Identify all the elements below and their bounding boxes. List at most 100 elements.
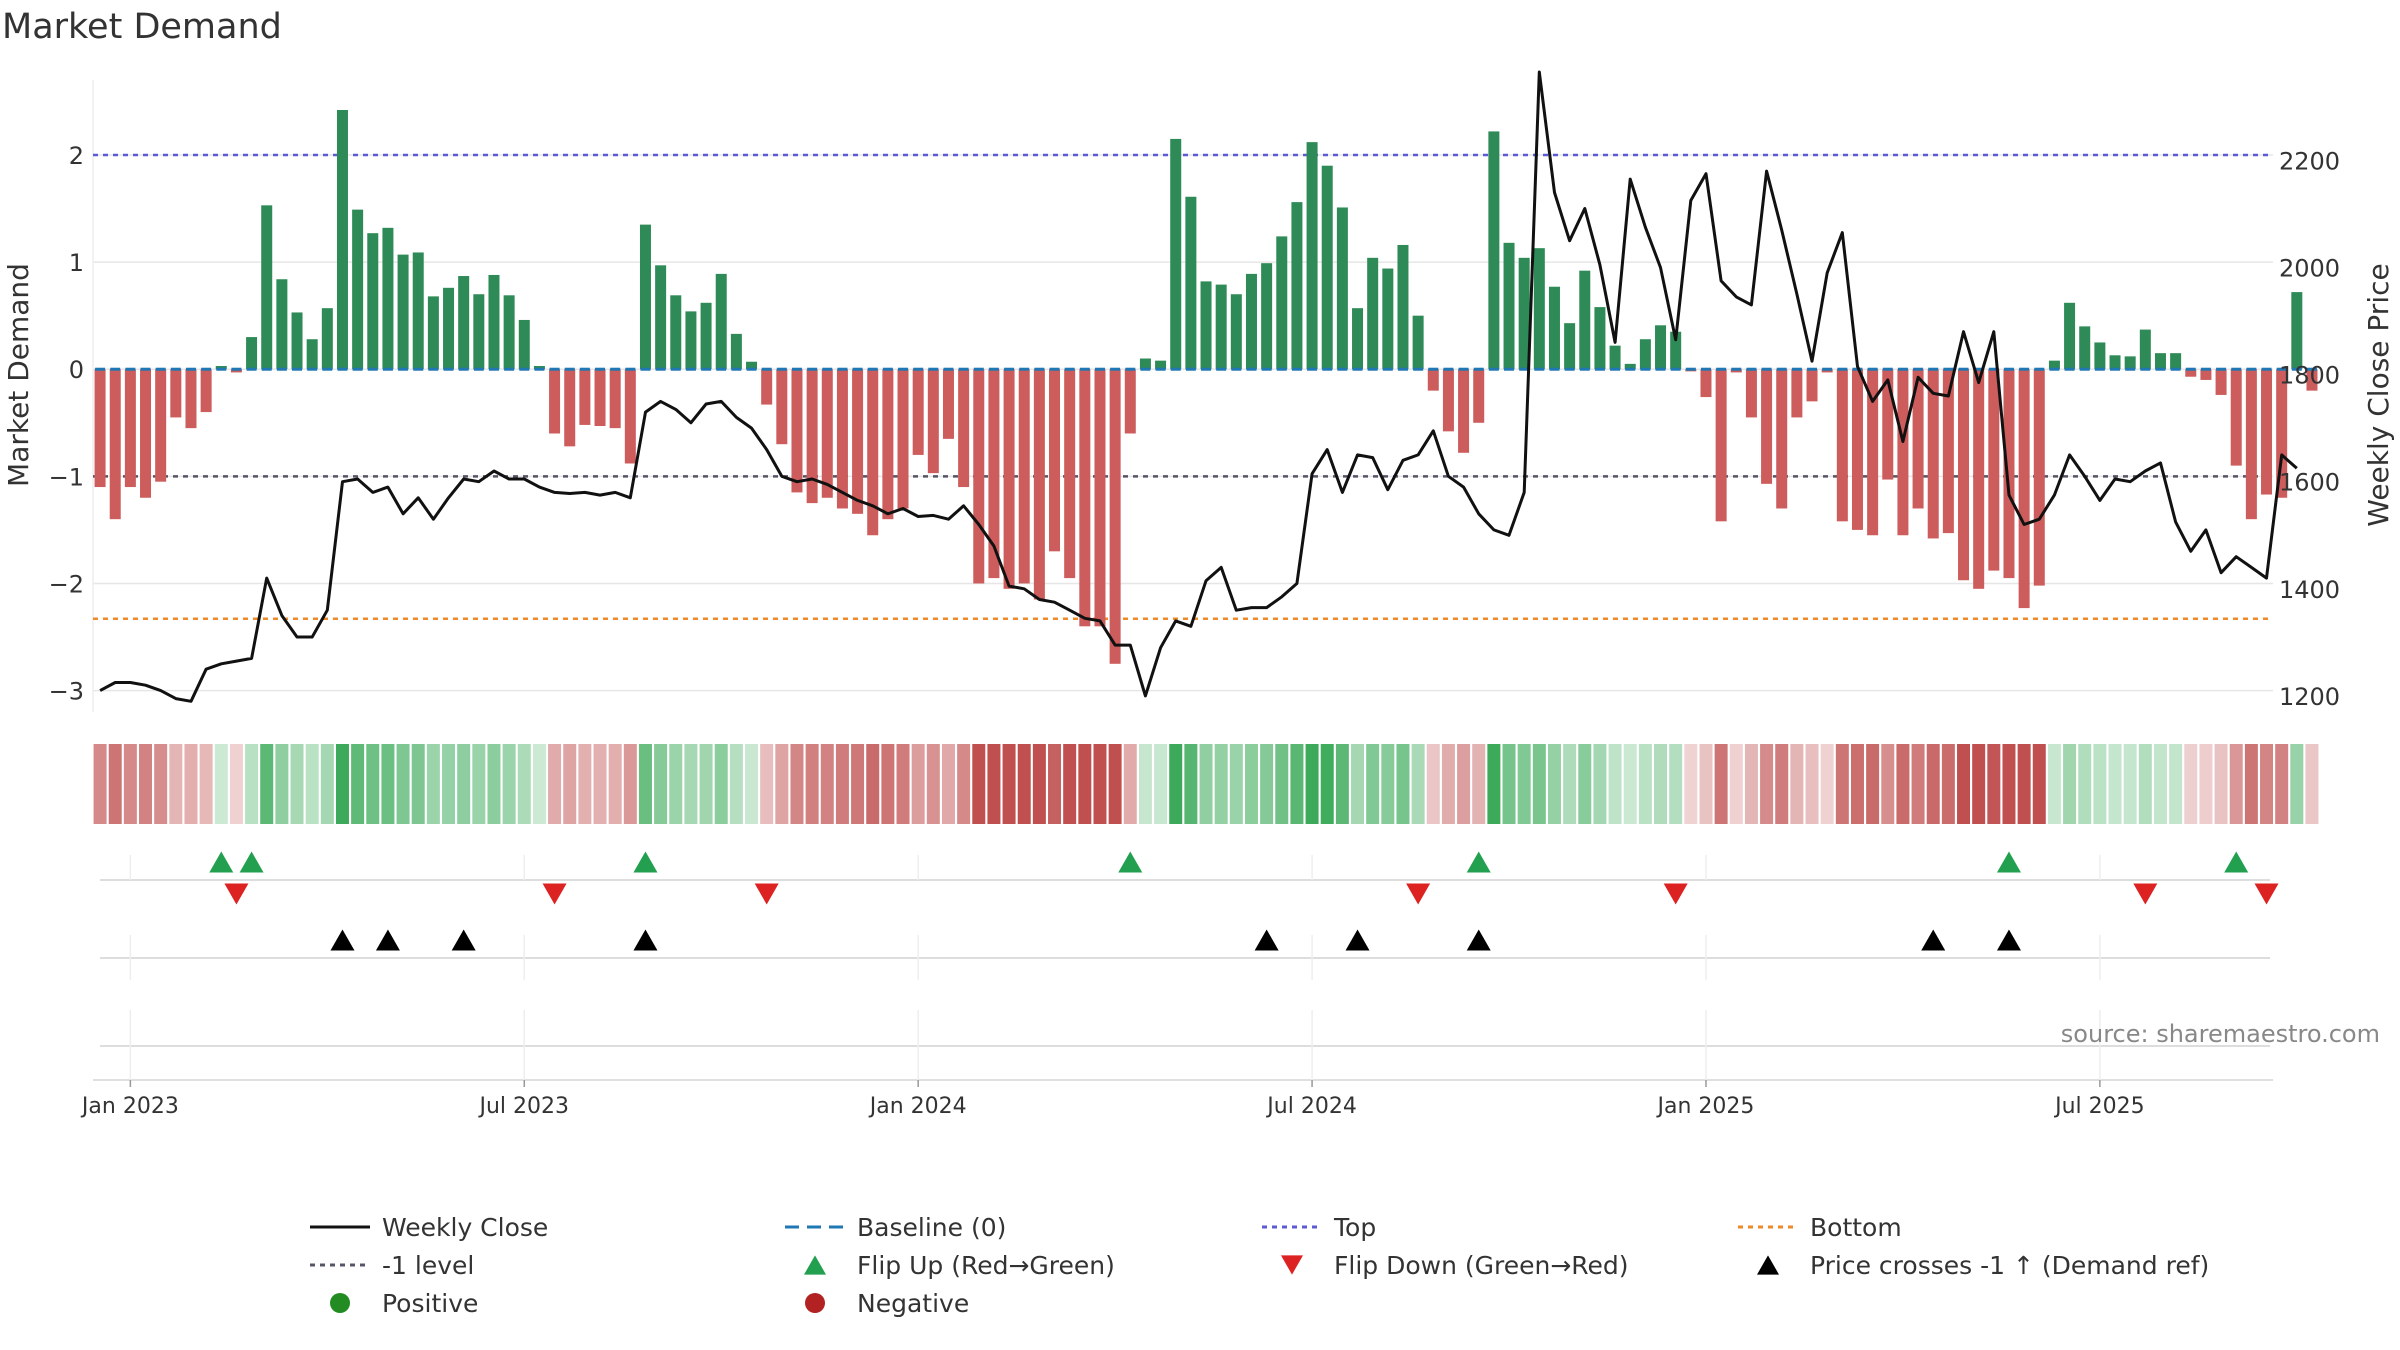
- heat-cell: [1381, 744, 1395, 824]
- heat-cell: [1229, 744, 1243, 824]
- reference-lines: [93, 153, 2273, 621]
- heat-cell: [1093, 744, 1107, 824]
- demand-bar: [1458, 369, 1470, 453]
- heat-cell: [2275, 744, 2289, 824]
- demand-bar: [230, 369, 242, 373]
- legend-swatch: [1281, 1255, 1303, 1275]
- flip-down-marker: [1663, 883, 1688, 905]
- heat-cell: [2017, 744, 2031, 824]
- demand-bar: [2018, 369, 2030, 609]
- legend-item: Flip Down (Green→Red): [1281, 1251, 1629, 1280]
- heat-cell: [1002, 744, 1016, 824]
- demand-bar: [912, 369, 924, 455]
- demand-bar: [1079, 369, 1091, 627]
- demand-bar: [1655, 325, 1667, 370]
- flip-markers: [209, 851, 2279, 905]
- heat-cell: [351, 744, 365, 824]
- heat-cell: [1850, 744, 1864, 824]
- demand-bar: [2200, 369, 2212, 380]
- heat-cell: [305, 744, 319, 824]
- demand-bar: [2261, 369, 2273, 495]
- heat-cell: [745, 744, 759, 824]
- legend-label: Negative: [857, 1289, 969, 1318]
- demand-bar: [488, 274, 500, 370]
- demand-bar: [246, 337, 258, 370]
- weekly-close-line: [99, 70, 2298, 703]
- heat-cell: [229, 744, 243, 824]
- demand-bar: [882, 369, 894, 520]
- demand-bar: [1958, 369, 1970, 581]
- demand-bar: [594, 369, 606, 426]
- demand-bar: [2094, 342, 2106, 370]
- demand-bar: [1352, 308, 1364, 370]
- demand-bar: [1488, 131, 1500, 370]
- demand-bar: [746, 361, 758, 370]
- demand-bar: [1276, 236, 1288, 370]
- price-cross-marker: [375, 929, 400, 951]
- demand-bar: [1867, 369, 1879, 536]
- demand-bar: [1594, 307, 1606, 370]
- legend-label: Price crosses -1 ↑ (Demand ref): [1810, 1251, 2209, 1280]
- demand-bar: [291, 312, 303, 370]
- demand-bar: [2124, 356, 2136, 370]
- heat-cell: [1775, 744, 1789, 824]
- heat-cell: [487, 744, 501, 824]
- demand-bar: [1139, 358, 1151, 370]
- demand-bar: [2215, 369, 2227, 395]
- heat-cell: [866, 744, 880, 824]
- demand-bars: [94, 109, 2318, 664]
- heat-cell: [1593, 744, 1607, 824]
- legend-item: Baseline (0): [785, 1213, 1006, 1242]
- legend-label: Flip Up (Red→Green): [857, 1251, 1115, 1280]
- heat-cell: [2184, 744, 2198, 824]
- heat-cell: [775, 744, 789, 824]
- right-tick-label: 1600: [2279, 469, 2340, 497]
- flip-up-marker: [1996, 851, 2021, 873]
- demand-bar: [1442, 369, 1454, 432]
- heat-cell: [1684, 744, 1698, 824]
- heat-cell: [1138, 744, 1152, 824]
- demand-bar: [1897, 369, 1909, 536]
- heat-cell: [926, 744, 940, 824]
- heat-cell: [1744, 744, 1758, 824]
- demand-bar: [1094, 369, 1106, 627]
- demand-bar: [2079, 326, 2091, 370]
- heat-cell: [1017, 744, 1031, 824]
- legend-item: Flip Up (Red→Green): [804, 1251, 1115, 1280]
- heat-cell: [184, 744, 198, 824]
- heat-cell: [578, 744, 592, 824]
- heat-cell: [593, 744, 607, 824]
- flip-up-marker: [209, 851, 234, 873]
- heat-cell: [1396, 744, 1410, 824]
- panel-gridlines: [129, 855, 2101, 1080]
- heat-cell: [820, 744, 834, 824]
- legend-item: Price crosses -1 ↑ (Demand ref): [1757, 1251, 2209, 1280]
- demand-bar: [2185, 369, 2197, 377]
- main-plot: 2 1 0 −1 −2 −3 2200 2000 1800 1600 1400 1200 Marke…: [2, 70, 2395, 712]
- heat-cell: [2123, 744, 2137, 824]
- price-cross-marker: [1345, 929, 1370, 951]
- heat-cell: [2108, 744, 2122, 824]
- x-tick-label: Jan 2024: [868, 1094, 967, 1119]
- heat-cell: [290, 744, 304, 824]
- demand-bar: [821, 369, 833, 498]
- demand-bar: [791, 369, 803, 493]
- heat-cell: [2214, 744, 2228, 824]
- legend-label: Weekly Close: [382, 1213, 548, 1242]
- demand-bar: [261, 205, 273, 370]
- heat-cell: [1305, 744, 1319, 824]
- demand-bar: [185, 369, 197, 429]
- demand-bar: [1776, 369, 1788, 509]
- heat-cell: [1714, 744, 1728, 824]
- demand-bar: [1124, 369, 1136, 434]
- legend-item: Negative: [805, 1289, 969, 1318]
- heat-cell: [1078, 744, 1092, 824]
- heat-cell: [608, 744, 622, 824]
- left-tick-label: −3: [49, 678, 84, 706]
- demand-bar: [564, 369, 576, 447]
- demand-bar: [1306, 142, 1318, 370]
- heat-cell: [972, 744, 986, 824]
- heat-cell: [2229, 744, 2243, 824]
- heat-cell: [1108, 744, 1122, 824]
